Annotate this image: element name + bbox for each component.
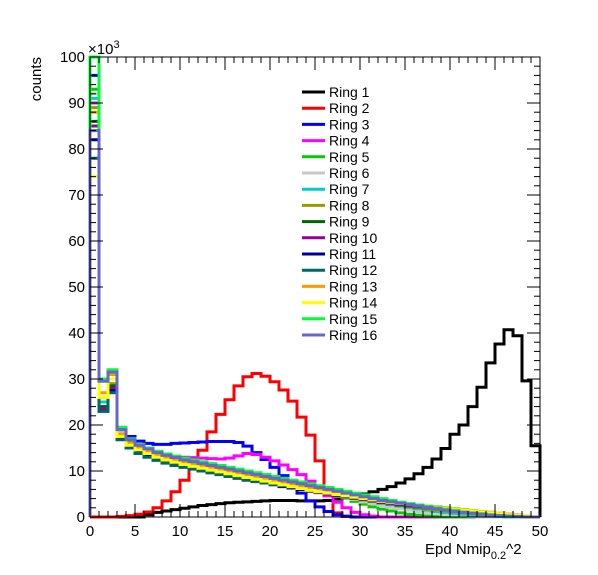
x-tick-label: 10 [172,523,189,540]
legend-label-ring-6: Ring 6 [329,165,370,181]
series-ring-12 [88,156,540,519]
legend-label-ring-13: Ring 13 [329,278,377,294]
x-tick-label: 15 [217,523,234,540]
legend-label-ring-14: Ring 14 [329,295,377,311]
legend-label-ring-8: Ring 8 [329,197,370,213]
y-tick-label: 40 [68,325,85,342]
y-tick-label: 0 [77,509,85,526]
legend-label-ring-9: Ring 9 [329,214,370,230]
legend-label-ring-12: Ring 12 [329,262,377,278]
y-tick-label: 30 [68,371,85,388]
series-ring-1 [90,328,542,519]
x-tick-label: 40 [442,523,459,540]
y-tick-label: 90 [68,95,85,112]
x-tick-label: 35 [397,523,414,540]
legend-label-ring-5: Ring 5 [329,149,370,165]
legend-label-ring-2: Ring 2 [329,100,370,116]
y-axis-label: counts [28,57,45,101]
legend-label-ring-15: Ring 15 [329,311,377,327]
y-tick-label: 100 [60,49,85,66]
x-tick-label: 30 [352,523,369,540]
legend-label-ring-4: Ring 4 [329,133,370,149]
y-tick-label: 60 [68,233,85,250]
legend-label-ring-11: Ring 11 [329,246,376,262]
legend-label-ring-7: Ring 7 [329,181,370,197]
legend-label-ring-16: Ring 16 [329,327,377,343]
y-tick-label: 20 [68,417,85,434]
x-tick-label: 50 [532,523,549,540]
legend-label-ring-10: Ring 10 [329,230,377,246]
x-tick-label: 5 [131,523,139,540]
series-layer [88,55,542,519]
y-tick-label: 70 [68,187,85,204]
legend-label-ring-1: Ring 1 [329,84,370,100]
y-tick-label: 10 [68,463,85,480]
x-tick-label: 0 [86,523,94,540]
x-tick-label: 20 [262,523,279,540]
y-tick-label: 80 [68,141,85,158]
y-tick-label: 50 [68,279,85,296]
legend-label-ring-3: Ring 3 [329,116,370,132]
x-tick-label: 45 [487,523,504,540]
x-tick-label: 25 [307,523,324,540]
y-multiplier-label: ×103 [88,39,120,58]
series-ring-14 [88,175,540,519]
axes-layer: 0 5 10 15 20 25 30 35 40 45 50 0 10 20 30 40 50 60 70 80 90 1… [60,49,548,540]
x-axis-label: Epd Nmip0.2^2 [425,541,522,562]
